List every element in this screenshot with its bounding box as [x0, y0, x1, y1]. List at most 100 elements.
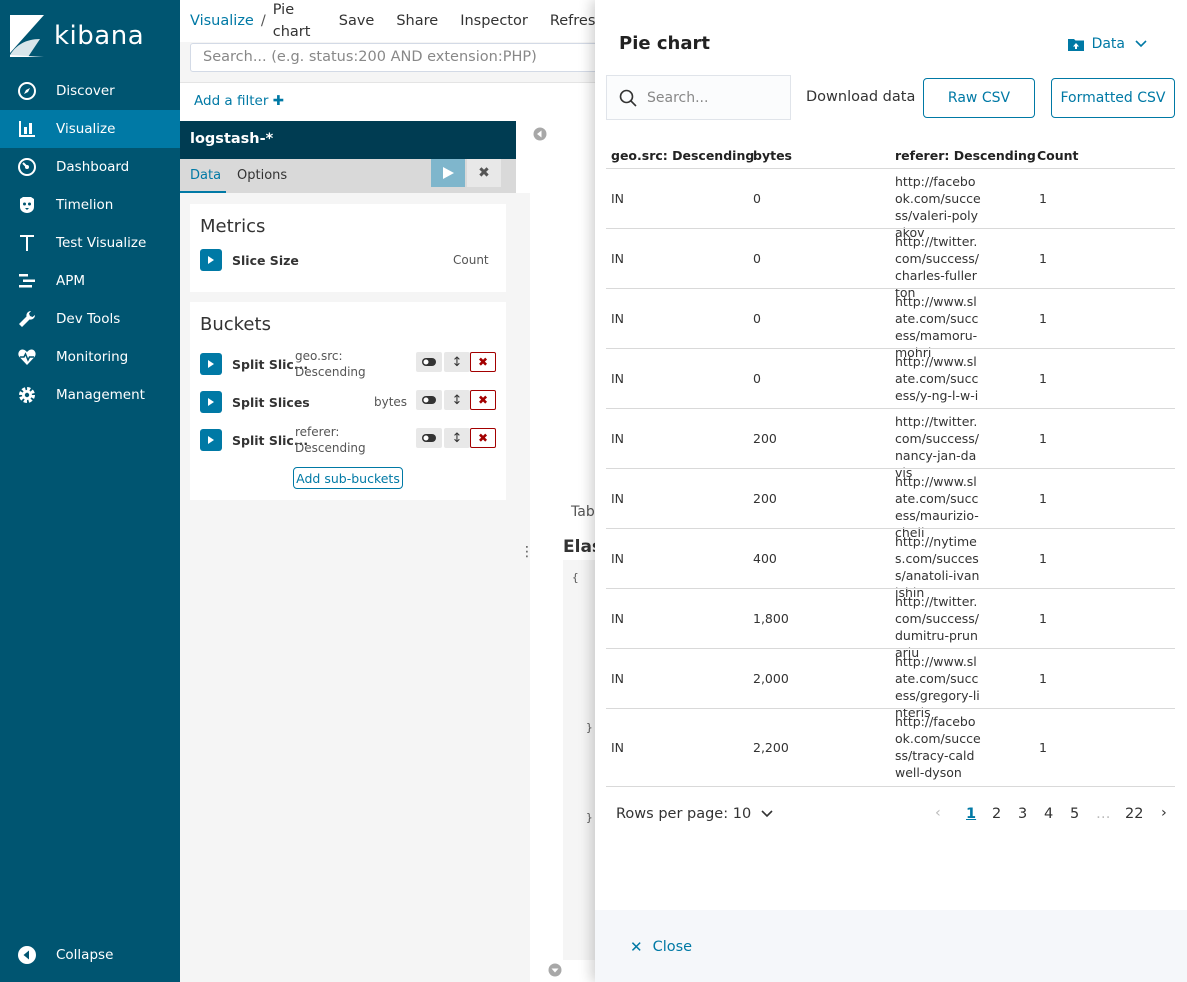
resize-handle-icon[interactable]: ⋮ [520, 544, 534, 560]
column-header-bytes[interactable]: bytes [753, 148, 792, 163]
toggle-enable-button[interactable] [416, 352, 442, 372]
query-input[interactable]: Search... (e.g. status:200 AND extension… [190, 43, 610, 72]
add-filter-button[interactable]: Add a filter ✚ [194, 93, 284, 109]
cell-count: 1 [1039, 671, 1047, 686]
search-placeholder: Search... [647, 89, 709, 106]
view-selector[interactable]: Data [1067, 36, 1147, 52]
sort-arrows-icon: ↕ [451, 392, 463, 408]
share-button[interactable]: Share [396, 13, 439, 29]
cell-geo-src: IN [611, 491, 625, 506]
page-link[interactable]: 1 [966, 806, 977, 822]
table-row: IN 0 http://www.slate.com/success/y-ng-l-w… [606, 348, 1175, 408]
page-ellipsis: … [1096, 806, 1111, 822]
sidebar-item-dev-tools[interactable]: Dev Tools [0, 300, 180, 338]
close-icon: ✖ [478, 165, 490, 181]
toggle-icon [422, 358, 436, 366]
remove-bucket-button[interactable]: ✖ [470, 428, 496, 448]
remove-icon: ✖ [477, 355, 489, 369]
sidebar-item-apm[interactable]: APM [0, 262, 180, 300]
cell-bytes: 0 [753, 311, 761, 326]
rows-per-page-button[interactable]: Rows per page: 10 [616, 806, 773, 822]
page-link[interactable]: 2 [992, 806, 1002, 822]
reorder-handle[interactable]: ↕ [444, 428, 470, 448]
chevron-down-icon [761, 810, 773, 818]
table-row: IN 0 http://facebook.com/success/valeri-po… [606, 168, 1175, 240]
page-link[interactable]: 4 [1044, 806, 1054, 822]
table-row: IN 400 http://nytimes.com/success/anatoli-… [606, 528, 1175, 600]
metric-label: Slice Size [232, 252, 299, 268]
sort-arrows-icon: ↕ [451, 354, 463, 370]
cell-bytes: 0 [753, 251, 761, 266]
close-button[interactable]: ✕ Close [630, 938, 692, 956]
caret-right-icon [208, 436, 214, 444]
cell-geo-src: IN [611, 551, 625, 566]
tab-data[interactable]: Data [190, 168, 222, 183]
raw-csv-button[interactable]: Raw CSV [923, 78, 1035, 118]
prev-page-icon[interactable]: ‹ [935, 805, 941, 821]
table-row: IN 1,800 http://twitter.com/success/dumitr… [606, 588, 1175, 660]
tab-options[interactable]: Options [237, 168, 288, 183]
column-header-count[interactable]: Count [1037, 148, 1079, 163]
sidebar-item-dashboard[interactable]: Dashboard [0, 148, 180, 186]
collapse-button[interactable]: Collapse [0, 936, 180, 974]
column-header-referer[interactable]: referer: Descending [895, 148, 1036, 163]
sidebar-item-management[interactable]: Management [0, 376, 180, 414]
apm-icon [17, 271, 37, 291]
sidebar: kibana Discover Visualize Dashboard Time… [0, 0, 180, 982]
table-search-input[interactable]: Search... [606, 75, 791, 120]
cell-count: 1 [1039, 311, 1047, 326]
breadcrumb-visualize-link[interactable]: Visualize [190, 13, 254, 29]
sidebar-item-monitoring[interactable]: Monitoring [0, 338, 180, 376]
sidebar-item-label: Management [56, 387, 145, 403]
cell-referer: http://www.slate.com/success/y-ng-l-w-i [895, 354, 979, 403]
toggle-enable-button[interactable] [416, 390, 442, 410]
kibana-logo[interactable]: kibana [0, 0, 180, 72]
buckets-title: Buckets [200, 314, 271, 335]
close-icon: ✕ [630, 938, 643, 956]
sidebar-item-timelion[interactable]: Timelion [0, 186, 180, 224]
remove-bucket-button[interactable]: ✖ [470, 352, 496, 372]
text-t-icon [17, 233, 37, 253]
heartbeat-icon [17, 347, 37, 367]
sidebar-item-test-visualize[interactable]: Test Visualize [0, 224, 180, 262]
cell-referer: http://www.slate.com/success/mamoru-mohr… [895, 294, 979, 360]
page-link[interactable]: 3 [1018, 806, 1028, 822]
cell-bytes: 200 [753, 431, 777, 446]
expand-toggle-button[interactable] [200, 353, 222, 375]
cell-referer: http://twitter.com/success/charles-fulle… [895, 234, 980, 300]
sidebar-item-discover[interactable]: Discover [0, 72, 180, 110]
cell-count: 1 [1039, 251, 1047, 266]
column-header-geo[interactable]: geo.src: Descending [611, 148, 755, 163]
sidebar-item-visualize[interactable]: Visualize [0, 110, 180, 148]
remove-bucket-button[interactable]: ✖ [470, 390, 496, 410]
expand-toggle-button[interactable] [200, 249, 222, 271]
formatted-csv-button[interactable]: Formatted CSV [1051, 78, 1175, 118]
discard-changes-button[interactable]: ✖ [467, 159, 501, 187]
cell-geo-src: IN [611, 311, 625, 326]
add-sub-buckets-button[interactable]: Add sub-buckets [293, 467, 403, 489]
inspector-button[interactable]: Inspector [460, 13, 528, 29]
refresh-button[interactable]: Refresh [549, 13, 605, 29]
gear-icon [17, 385, 37, 405]
breadcrumb-current: Pie chart [272, 2, 311, 40]
next-page-icon[interactable]: › [1161, 805, 1167, 821]
expand-toggle-button[interactable] [200, 429, 222, 451]
cell-geo-src: IN [611, 671, 625, 686]
cell-bytes: 0 [753, 191, 761, 206]
toggle-enable-button[interactable] [416, 428, 442, 448]
compass-icon [17, 81, 37, 101]
page-link[interactable]: 5 [1070, 806, 1080, 822]
reorder-handle[interactable]: ↕ [444, 352, 470, 372]
bucket-row: Split Slic... geo.src: Descending ↕ ✖ [200, 348, 500, 380]
page-link[interactable]: 22 [1125, 806, 1144, 822]
save-button[interactable]: Save [338, 13, 375, 29]
collapse-sidebar-icon[interactable] [533, 127, 547, 141]
play-icon [443, 167, 454, 179]
reorder-handle[interactable]: ↕ [444, 390, 470, 410]
expand-toggle-button[interactable] [200, 391, 222, 413]
logo-text: kibana [54, 21, 145, 51]
cell-geo-src: IN [611, 251, 625, 266]
table-bottom-border [606, 786, 1175, 787]
scroll-down-icon[interactable] [548, 963, 562, 977]
apply-changes-button[interactable] [431, 159, 465, 187]
